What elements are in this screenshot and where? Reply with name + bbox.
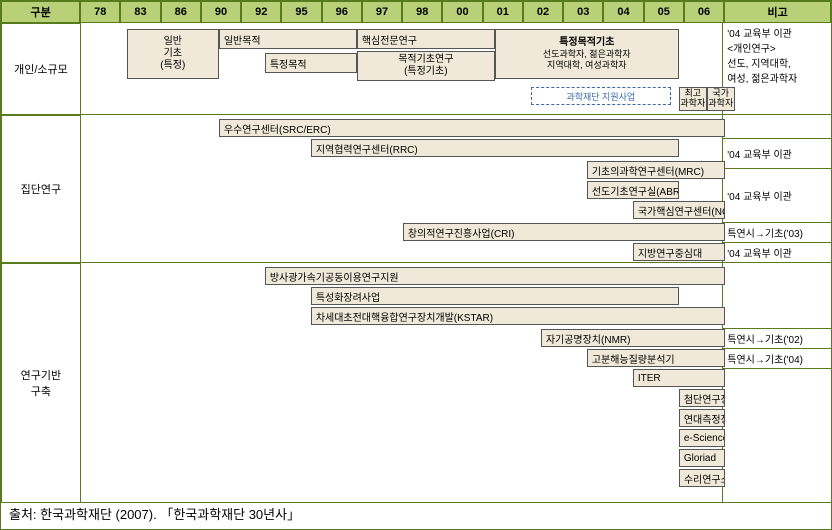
program-bar: 특정목적 — [265, 53, 357, 73]
year-headers: 78838690929596979800010203040506 — [80, 1, 724, 23]
year-header: 83 — [120, 1, 160, 23]
program-bar: 첨단연구장비 — [679, 389, 725, 407]
program-bar: 우수연구센터(SRC/ERC) — [219, 119, 725, 137]
header-category: 구분 — [1, 1, 80, 23]
remark-individual: '04 교육부 이관 <개인연구> 선도, 지역대학, 여성, 젊은과학자 — [723, 23, 831, 115]
program-bar: 일반 기초 (특정) — [127, 29, 219, 79]
year-header: 90 — [201, 1, 241, 23]
chart-body: 개인/소규모 집단연구 연구기반 구축 일반 기초 (특정)일반목적특정목적핵심… — [1, 23, 831, 503]
year-header: 78 — [80, 1, 120, 23]
section-infra: 방사광가속기공동이용연구지원특성화장려사업차세대초전대핵융합연구장치개발(KST… — [81, 263, 722, 503]
remark-group: '04 교육부 이관'04 교육부 이관특연시→기초('03)'04 교육부 이… — [723, 115, 831, 263]
year-header: 04 — [603, 1, 643, 23]
program-bar: 방사광가속기공동이용연구지원 — [265, 267, 725, 285]
program-bar: 특정목적기초선도과학자, 젊은과학자 지역대학, 여성과학자 — [495, 29, 679, 79]
remark-item: '04 교육부 이관 — [723, 139, 831, 169]
program-bar: 기초의과학연구센터(MRC) — [587, 161, 725, 179]
year-header: 92 — [241, 1, 281, 23]
program-bar: 핵심전문연구 — [357, 29, 495, 49]
year-header: 05 — [644, 1, 684, 23]
year-header: 06 — [684, 1, 724, 23]
section-group: 우수연구센터(SRC/ERC) 지역협력연구센터(RRC) 기초의과학연구센터(MR… — [81, 115, 722, 263]
header-row: 구분 78838690929596979800010203040506 비고 — [1, 1, 831, 23]
year-header: 97 — [362, 1, 402, 23]
remark-item — [723, 263, 831, 329]
year-header: 03 — [563, 1, 603, 23]
support-program-note: 과학재단 지원사업 — [531, 87, 671, 105]
program-bar: 연대측정장비 — [679, 409, 725, 427]
section-individual: 일반 기초 (특정)일반목적특정목적핵심전문연구목적기초연구 (특정기초)특정목… — [81, 23, 722, 115]
program-bar: Gloriad — [679, 449, 725, 467]
program-bar: 특성화장려사업 — [311, 287, 679, 305]
program-bar: 지역협력연구센터(RRC) — [311, 139, 679, 157]
year-header: 02 — [523, 1, 563, 23]
remark-item: 특연시→기초('04) — [723, 349, 831, 369]
year-header: 86 — [161, 1, 201, 23]
scientist-box: 최고 과학자 — [679, 87, 707, 111]
program-bar: 고분해능질량분석기 — [587, 349, 725, 367]
category-column: 개인/소규모 집단연구 연구기반 구축 — [1, 23, 81, 503]
category-individual: 개인/소규모 — [1, 23, 81, 115]
category-infra: 연구기반 구축 — [1, 263, 81, 503]
program-bar: ITER — [633, 369, 725, 387]
program-bar: 선도기초연구실(ABRL) — [587, 181, 679, 199]
remark-item — [723, 369, 831, 503]
remark-infra: 특연시→기초('02)특연시→기초('04) — [723, 263, 831, 503]
program-bar: 차세대초전대핵융합연구장치개발(KSTAR) — [311, 307, 725, 325]
category-group: 집단연구 — [1, 115, 81, 263]
program-bar: 일반목적 — [219, 29, 357, 49]
header-remark: 비고 — [724, 1, 831, 23]
timeline-chart: 구분 78838690929596979800010203040506 비고 개… — [0, 0, 832, 530]
remark-item: 특연시→기초('02) — [723, 329, 831, 349]
program-bar: 국가핵심연구센터(NCRC) — [633, 201, 725, 219]
year-header: 01 — [483, 1, 523, 23]
year-header: 96 — [322, 1, 362, 23]
program-bar: 자기공명장치(NMR) — [541, 329, 725, 347]
year-header: 98 — [402, 1, 442, 23]
remark-item: 특연시→기초('03) — [723, 223, 831, 243]
remark-column: '04 교육부 이관 <개인연구> 선도, 지역대학, 여성, 젊은과학자 '0… — [723, 23, 831, 503]
program-bar: 지방연구중심대 — [633, 243, 725, 261]
program-bar: 수리연구소 — [679, 469, 725, 487]
remark-item: '04 교육부 이관 — [723, 243, 831, 263]
year-header: 00 — [442, 1, 482, 23]
remark-item: '04 교육부 이관 — [723, 169, 831, 223]
program-bar: e-Science — [679, 429, 725, 447]
source-citation: 출처: 한국과학재단 (2007). 「한국과학재단 30년사」 — [9, 504, 300, 523]
program-bar: 목적기초연구 (특정기초) — [357, 51, 495, 81]
program-bar: 창의적연구진흥사업(CRI) — [403, 223, 725, 241]
remark-item — [723, 115, 831, 139]
timeline-column: 일반 기초 (특정)일반목적특정목적핵심전문연구목적기초연구 (특정기초)특정목… — [81, 23, 723, 503]
year-header: 95 — [281, 1, 321, 23]
scientist-box: 국가 과학자 — [707, 87, 735, 111]
